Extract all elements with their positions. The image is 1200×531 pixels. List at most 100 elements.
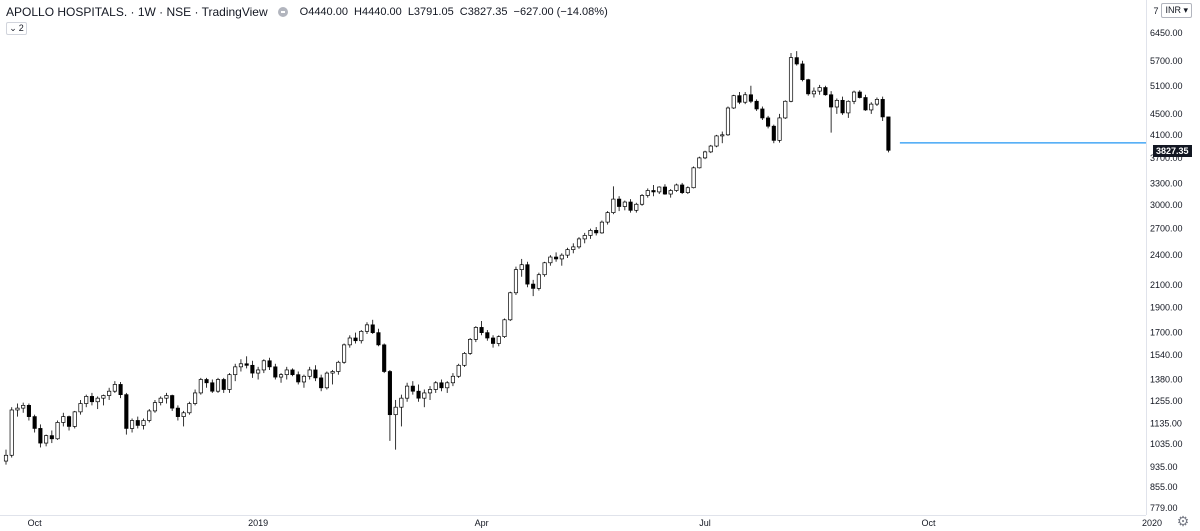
candle <box>445 381 450 393</box>
candle-body-down <box>32 416 37 429</box>
symbol-title[interactable]: APOLLO HOSPITALS. · 1W · NSE · TradingVi… <box>6 5 268 19</box>
candle <box>576 237 582 249</box>
candle <box>364 322 370 334</box>
candle <box>164 392 169 404</box>
candle-body-up <box>359 330 364 342</box>
price-tick-label: 779.00 <box>1150 503 1178 513</box>
candle <box>410 381 415 395</box>
candle-body-down <box>863 97 868 111</box>
candle <box>485 330 490 341</box>
price-tick-label: 935.00 <box>1150 462 1178 472</box>
candle-body-up <box>874 99 880 105</box>
candle-body-up <box>342 344 347 363</box>
candle <box>187 401 192 415</box>
candle <box>628 199 633 213</box>
candle-body-down <box>410 385 415 392</box>
candle-body-up <box>605 212 610 223</box>
chart-legend: APOLLO HOSPITALS. · 1W · NSE · TradingVi… <box>6 4 611 20</box>
candle <box>771 124 776 144</box>
candle-body-up <box>496 336 501 344</box>
candle <box>101 394 106 406</box>
candle-body-down <box>66 416 72 427</box>
eye-icon[interactable] <box>277 7 288 17</box>
candle <box>319 374 324 392</box>
candle-body-down <box>651 190 656 193</box>
candle <box>766 115 771 129</box>
price-axis[interactable]: 779.00 855.00 935.00 1035.00 1135.00 1255.00 1… <box>1150 28 1183 513</box>
candle <box>72 410 77 429</box>
candle-body-down <box>737 95 742 103</box>
price-tick-label: 1900.00 <box>1150 303 1183 313</box>
candle-body-down <box>485 332 490 339</box>
candle-body-down <box>38 428 43 444</box>
candle <box>657 186 662 195</box>
collapse-button[interactable]: ⌄ 2 <box>6 22 27 35</box>
candle <box>496 335 501 347</box>
candle-body-up <box>261 360 266 371</box>
candle <box>313 365 318 382</box>
candle-body-up <box>846 100 851 114</box>
candle-body-down <box>628 201 633 211</box>
price-tick-label: 2400.00 <box>1150 250 1183 260</box>
candle-body-down <box>416 390 421 399</box>
candle <box>639 194 645 206</box>
candle <box>44 434 49 447</box>
candle-body-up <box>611 198 616 213</box>
price-tick-label: 3000.00 <box>1150 200 1183 210</box>
currency-chevron-icon: ▾ <box>1183 5 1188 15</box>
candle <box>147 409 152 423</box>
top-right-controls: 7 INR ▾ <box>1153 3 1192 18</box>
candle <box>55 420 60 440</box>
candle <box>697 156 702 169</box>
currency-button[interactable]: INR ▾ <box>1161 3 1192 18</box>
last-price-label: 3827.35 <box>1153 145 1192 157</box>
candle-body-down <box>376 332 381 346</box>
candle-body-up <box>141 420 146 426</box>
candle-body-up <box>456 364 461 377</box>
candle-body-down <box>49 435 54 440</box>
candle-body-up <box>422 392 427 399</box>
candle <box>112 381 117 393</box>
price-tick-label: 5700.00 <box>1150 56 1183 66</box>
candle-body-up <box>181 412 186 417</box>
candle-body-up <box>703 151 708 159</box>
candle <box>427 386 433 400</box>
price-tick-label: 1380.00 <box>1150 375 1183 385</box>
candle-body-up <box>147 410 152 421</box>
candle-body-down <box>886 116 891 151</box>
candle-body-down <box>210 382 215 392</box>
candle <box>393 399 398 450</box>
candle-body-up <box>697 157 702 169</box>
gear-icon[interactable]: ⚙ <box>1176 513 1190 529</box>
candle <box>468 337 473 355</box>
candle <box>508 291 513 322</box>
candle-body-up <box>301 375 307 383</box>
price-tick-label: 3300.00 <box>1150 179 1183 189</box>
price-tick-label: 1700.00 <box>1150 328 1183 338</box>
candle <box>261 359 266 374</box>
candle <box>66 415 72 431</box>
candle <box>227 373 232 393</box>
candle <box>811 87 816 98</box>
candle <box>301 374 307 388</box>
candle <box>502 318 507 338</box>
candles <box>3 51 891 465</box>
candle-body-down <box>267 360 272 368</box>
candle-body-down <box>531 283 536 289</box>
candle-body-down <box>26 405 31 417</box>
time-tick-label: 2020 <box>1142 518 1162 528</box>
candle-body-up <box>198 379 203 394</box>
candle-body-up <box>645 190 650 196</box>
time-axis[interactable]: Oct2019AprJulOct2020AprJulOct2021AprJulO… <box>28 518 1200 528</box>
candle-body-up <box>215 379 221 392</box>
candle <box>685 186 690 195</box>
time-tick-label: Jul <box>699 518 711 528</box>
candle-body-down <box>794 57 799 65</box>
chevron-down-icon: ⌄ <box>9 23 17 33</box>
change-value: −627.00 (−14.08%) <box>513 6 608 18</box>
candle-body-up <box>708 145 713 153</box>
candle-body-down <box>800 63 805 81</box>
candle <box>244 356 249 369</box>
price-tick-label: 855.00 <box>1150 482 1178 492</box>
